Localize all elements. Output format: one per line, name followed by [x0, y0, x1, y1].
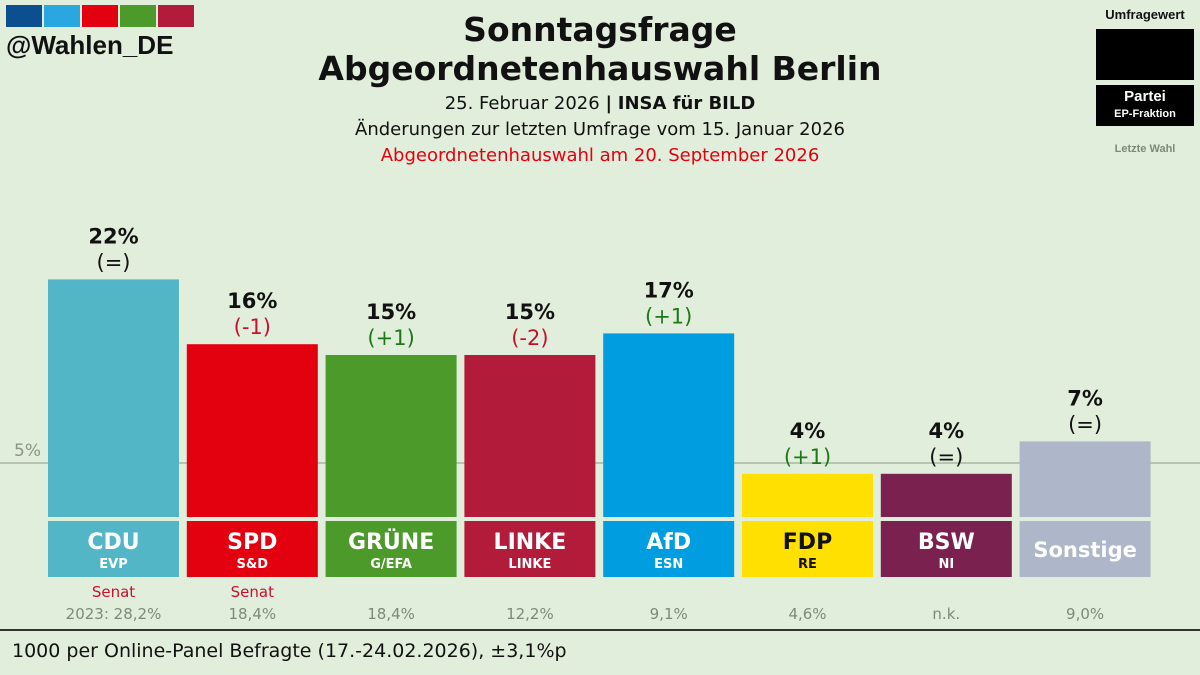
change-label-spd: (-1) [234, 315, 271, 339]
last-election-linke: 12,2% [506, 605, 554, 623]
bar-cdu [48, 279, 179, 517]
brand-swatch-3 [82, 5, 118, 27]
faction-linke: LINKE [508, 557, 551, 572]
footer-note: 1000 per Online-Panel Befragte (17.-24.0… [12, 640, 567, 662]
poll-date: 25. Februar 2026 [444, 93, 600, 114]
chart-subtitle: Abgeordnetenhauswahl Berlin [318, 49, 882, 88]
chart-title: Sonntagsfrage [463, 10, 737, 49]
bar-afd [603, 333, 735, 517]
change-label-afd: (+1) [645, 304, 692, 328]
party-name-spd: SPD [227, 530, 277, 555]
poll-separator: | [605, 93, 613, 114]
party-box-sonstige [1019, 521, 1151, 577]
last-election-fdp: 4,6% [788, 605, 826, 623]
value-label-linke: 15% [505, 300, 555, 324]
election-note: Abgeordnetenhauswahl am 20. September 20… [380, 145, 820, 166]
change-label-linke: (-2) [511, 326, 548, 350]
party-name-cdu: CDU [87, 530, 139, 555]
poll-info: 25. Februar 2026 | INSA für BILD [0, 91, 1200, 117]
party-box-fdp [742, 521, 873, 577]
party-box-cdu [48, 521, 179, 577]
bar-gr-ne [325, 355, 457, 517]
faction-cdu: EVP [99, 557, 127, 572]
changes-note: Änderungen zur letzten Umfrage vom 15. J… [355, 119, 845, 140]
last-election-bsw: n.k. [932, 605, 960, 623]
party-name-gr-ne: GRÜNE [348, 529, 434, 555]
threshold-label: 5% [14, 441, 41, 461]
senate-note-spd: Senat [231, 583, 274, 601]
party-box-afd [603, 521, 735, 577]
last-election-gr-ne: 18,4% [367, 605, 415, 623]
brand-color-strip [6, 5, 194, 27]
legend-party-box: Partei EP-Fraktion [1096, 85, 1194, 126]
value-label-cdu: 22% [88, 224, 138, 248]
bar-linke [464, 355, 596, 517]
legend-last-election: Letzte Wahl [1114, 143, 1176, 155]
last-election-cdu: 2023: 28,2% [66, 605, 162, 623]
change-label-sonstige: (=) [1068, 412, 1102, 436]
value-label-fdp: 4% [790, 419, 826, 443]
bar-fdp [742, 473, 873, 517]
bar-sonstige [1019, 441, 1151, 517]
last-election-spd: 18,4% [228, 605, 276, 623]
senate-note-cdu: Senat [92, 583, 135, 601]
change-label-gr-ne: (+1) [367, 326, 414, 350]
party-name-sonstige: Sonstige [1033, 538, 1137, 562]
value-label-afd: 17% [644, 278, 694, 302]
brand-swatch-5 [158, 5, 194, 27]
party-name-linke: LINKE [494, 530, 567, 555]
party-name-bsw: BSW [918, 530, 975, 555]
legend-faction-label: EP-Fraktion [1114, 108, 1176, 120]
party-name-fdp: FDP [783, 530, 832, 555]
legend-party-label: Partei [1124, 88, 1166, 105]
account-handle: @Wahlen_DE [6, 30, 174, 60]
faction-fdp: RE [798, 557, 817, 572]
bar-spd [186, 344, 318, 517]
value-label-bsw: 4% [928, 419, 964, 443]
change-label-fdp: (+1) [784, 445, 831, 469]
party-name-afd: AfD [646, 530, 691, 555]
legend-title: Umfragewert [1105, 7, 1185, 22]
value-label-gr-ne: 15% [366, 300, 416, 324]
brand-swatch-4 [120, 5, 156, 27]
legend-value-box [1096, 29, 1194, 80]
change-label-cdu: (=) [97, 250, 131, 274]
faction-gr-ne: G/EFA [370, 557, 412, 572]
value-label-spd: 16% [227, 289, 277, 313]
party-box-spd [186, 521, 318, 577]
footer-divider [0, 629, 1200, 631]
value-label-sonstige: 7% [1067, 386, 1103, 410]
faction-bsw: NI [938, 557, 954, 572]
change-label-bsw: (=) [929, 445, 963, 469]
party-box-gr-ne [325, 521, 457, 577]
last-election-afd: 9,1% [650, 605, 688, 623]
poll-source: INSA für BILD [617, 93, 756, 114]
party-box-bsw [880, 521, 1012, 577]
brand-swatch-1 [6, 5, 42, 27]
faction-spd: S&D [237, 557, 269, 572]
party-box-linke [464, 521, 596, 577]
faction-afd: ESN [654, 557, 683, 572]
last-election-sonstige: 9,0% [1066, 605, 1104, 623]
bar-bsw [880, 473, 1012, 517]
brand-swatch-2 [44, 5, 80, 27]
